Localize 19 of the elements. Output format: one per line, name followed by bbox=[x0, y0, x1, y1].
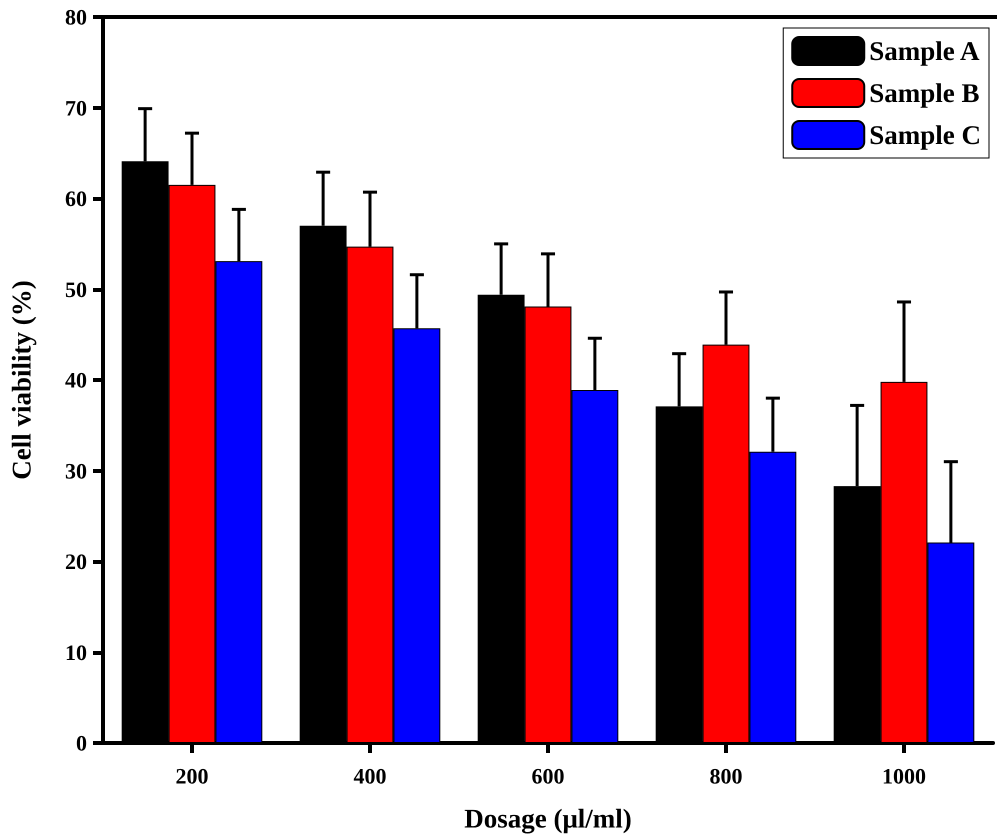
legend-label: Sample C bbox=[869, 120, 982, 150]
x-tick-label: 600 bbox=[532, 764, 564, 788]
x-tick-label: 400 bbox=[354, 764, 386, 788]
x-tick-label: 800 bbox=[710, 764, 742, 788]
y-tick-label: 80 bbox=[65, 4, 87, 30]
y-tick-label: 10 bbox=[65, 640, 87, 665]
y-tick-label: 30 bbox=[65, 458, 87, 484]
y-tick-label: 40 bbox=[65, 368, 87, 392]
y-tick-label: 50 bbox=[65, 276, 87, 302]
x-axis-title: Dosage (μl/ml) bbox=[464, 804, 632, 834]
y-tick-label: 70 bbox=[65, 95, 87, 120]
legend-label: Sample A bbox=[869, 36, 980, 66]
y-tick-label: 60 bbox=[65, 186, 87, 211]
x-tick-label: 1000 bbox=[882, 764, 926, 788]
legend-label: Sample B bbox=[869, 78, 980, 108]
x-tick-label: 200 bbox=[176, 764, 208, 788]
y-axis-title: Cell viability (%) bbox=[6, 280, 36, 480]
y-tick-label: 0 bbox=[76, 730, 87, 756]
y-tick-label: 20 bbox=[65, 549, 87, 574]
